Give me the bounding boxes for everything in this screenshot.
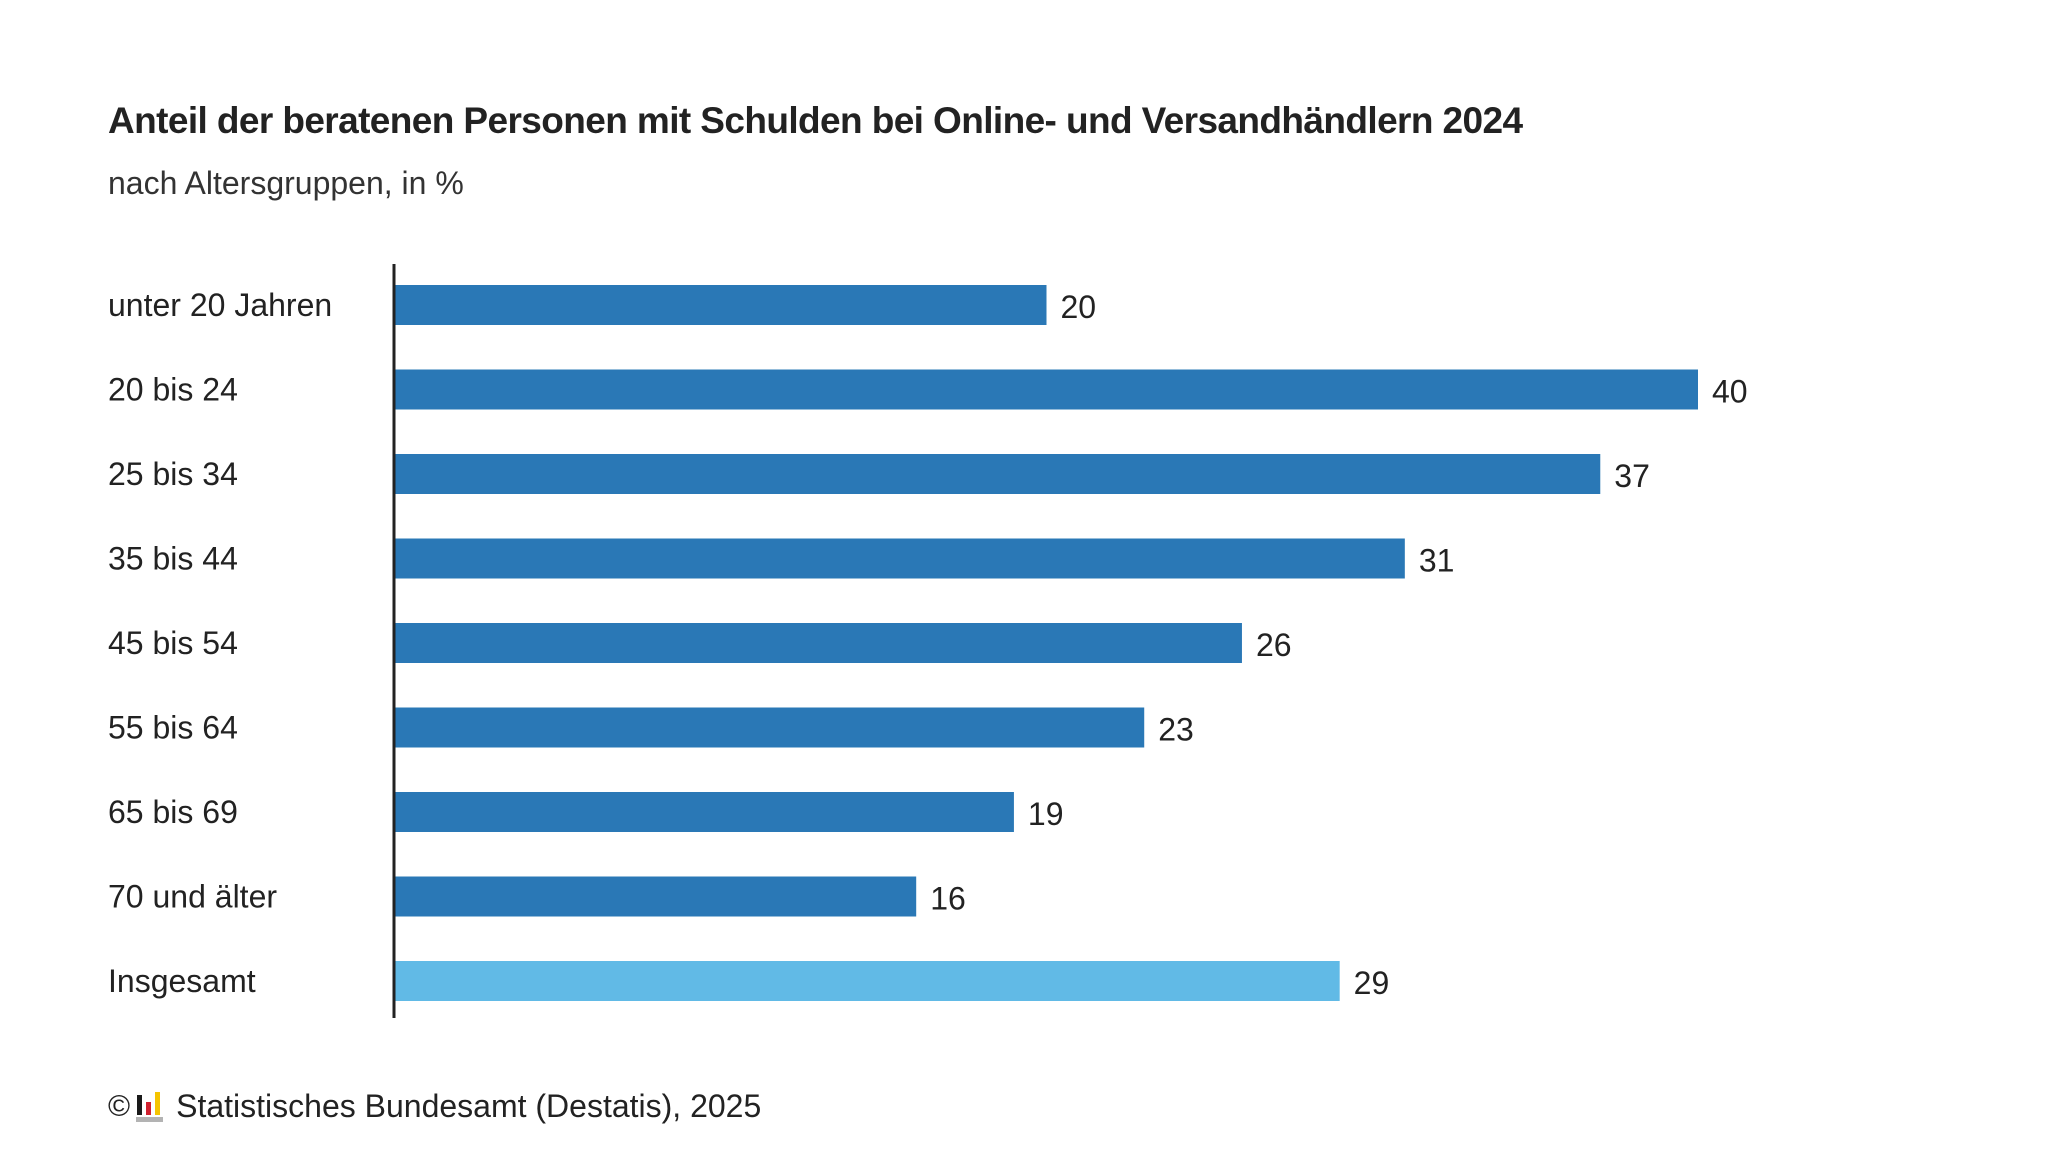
destatis-logo-icon (136, 1091, 164, 1122)
footer-source: © Statistisches Bundesamt (Destatis), 20… (108, 1088, 761, 1125)
value-label: 20 (1061, 289, 1097, 325)
bar-insgesamt (395, 961, 1340, 1001)
bar-25-bis-34 (395, 454, 1601, 494)
category-label: 35 bis 44 (108, 541, 238, 577)
category-label: 20 bis 24 (108, 372, 238, 408)
value-label: 40 (1712, 374, 1748, 410)
category-label: 65 bis 69 (108, 794, 238, 830)
value-label: 16 (930, 881, 966, 917)
bar-35-bis-44 (395, 538, 1405, 579)
category-labels-group: unter 20 Jahren 20 bis 24 25 bis 34 35 bis … (108, 287, 332, 999)
copyright-icon: © (108, 1089, 131, 1123)
value-label: 31 (1419, 543, 1455, 579)
value-label: 26 (1256, 627, 1292, 663)
bar-55-bis-64 (395, 707, 1145, 748)
bar-unter-20-jahren (395, 285, 1047, 325)
bar-65-bis-69 (395, 792, 1014, 832)
category-label: 55 bis 64 (108, 710, 238, 746)
bars-group (395, 285, 1698, 1001)
category-label: 70 und älter (108, 879, 277, 915)
value-label: 37 (1614, 458, 1650, 494)
bar-20-bis-24 (395, 369, 1698, 410)
category-label: unter 20 Jahren (108, 287, 332, 323)
category-label: 25 bis 34 (108, 456, 238, 492)
chart-title: Anteil der beratenen Personen mit Schuld… (108, 100, 1523, 141)
value-label: 29 (1354, 965, 1390, 1001)
value-label: 23 (1158, 712, 1194, 748)
bar-70-und-älter (395, 876, 917, 917)
bar-45-bis-54 (395, 623, 1242, 663)
source-text: Statistisches Bundesamt (Destatis), 2025 (176, 1088, 762, 1124)
category-label: Insgesamt (108, 963, 256, 999)
category-label: 45 bis 54 (108, 625, 238, 661)
chart-subtitle: nach Altersgruppen, in % (108, 165, 464, 201)
value-label: 19 (1028, 796, 1064, 832)
value-labels-group: 20 40 37 31 26 23 19 16 29 (930, 289, 1747, 1001)
